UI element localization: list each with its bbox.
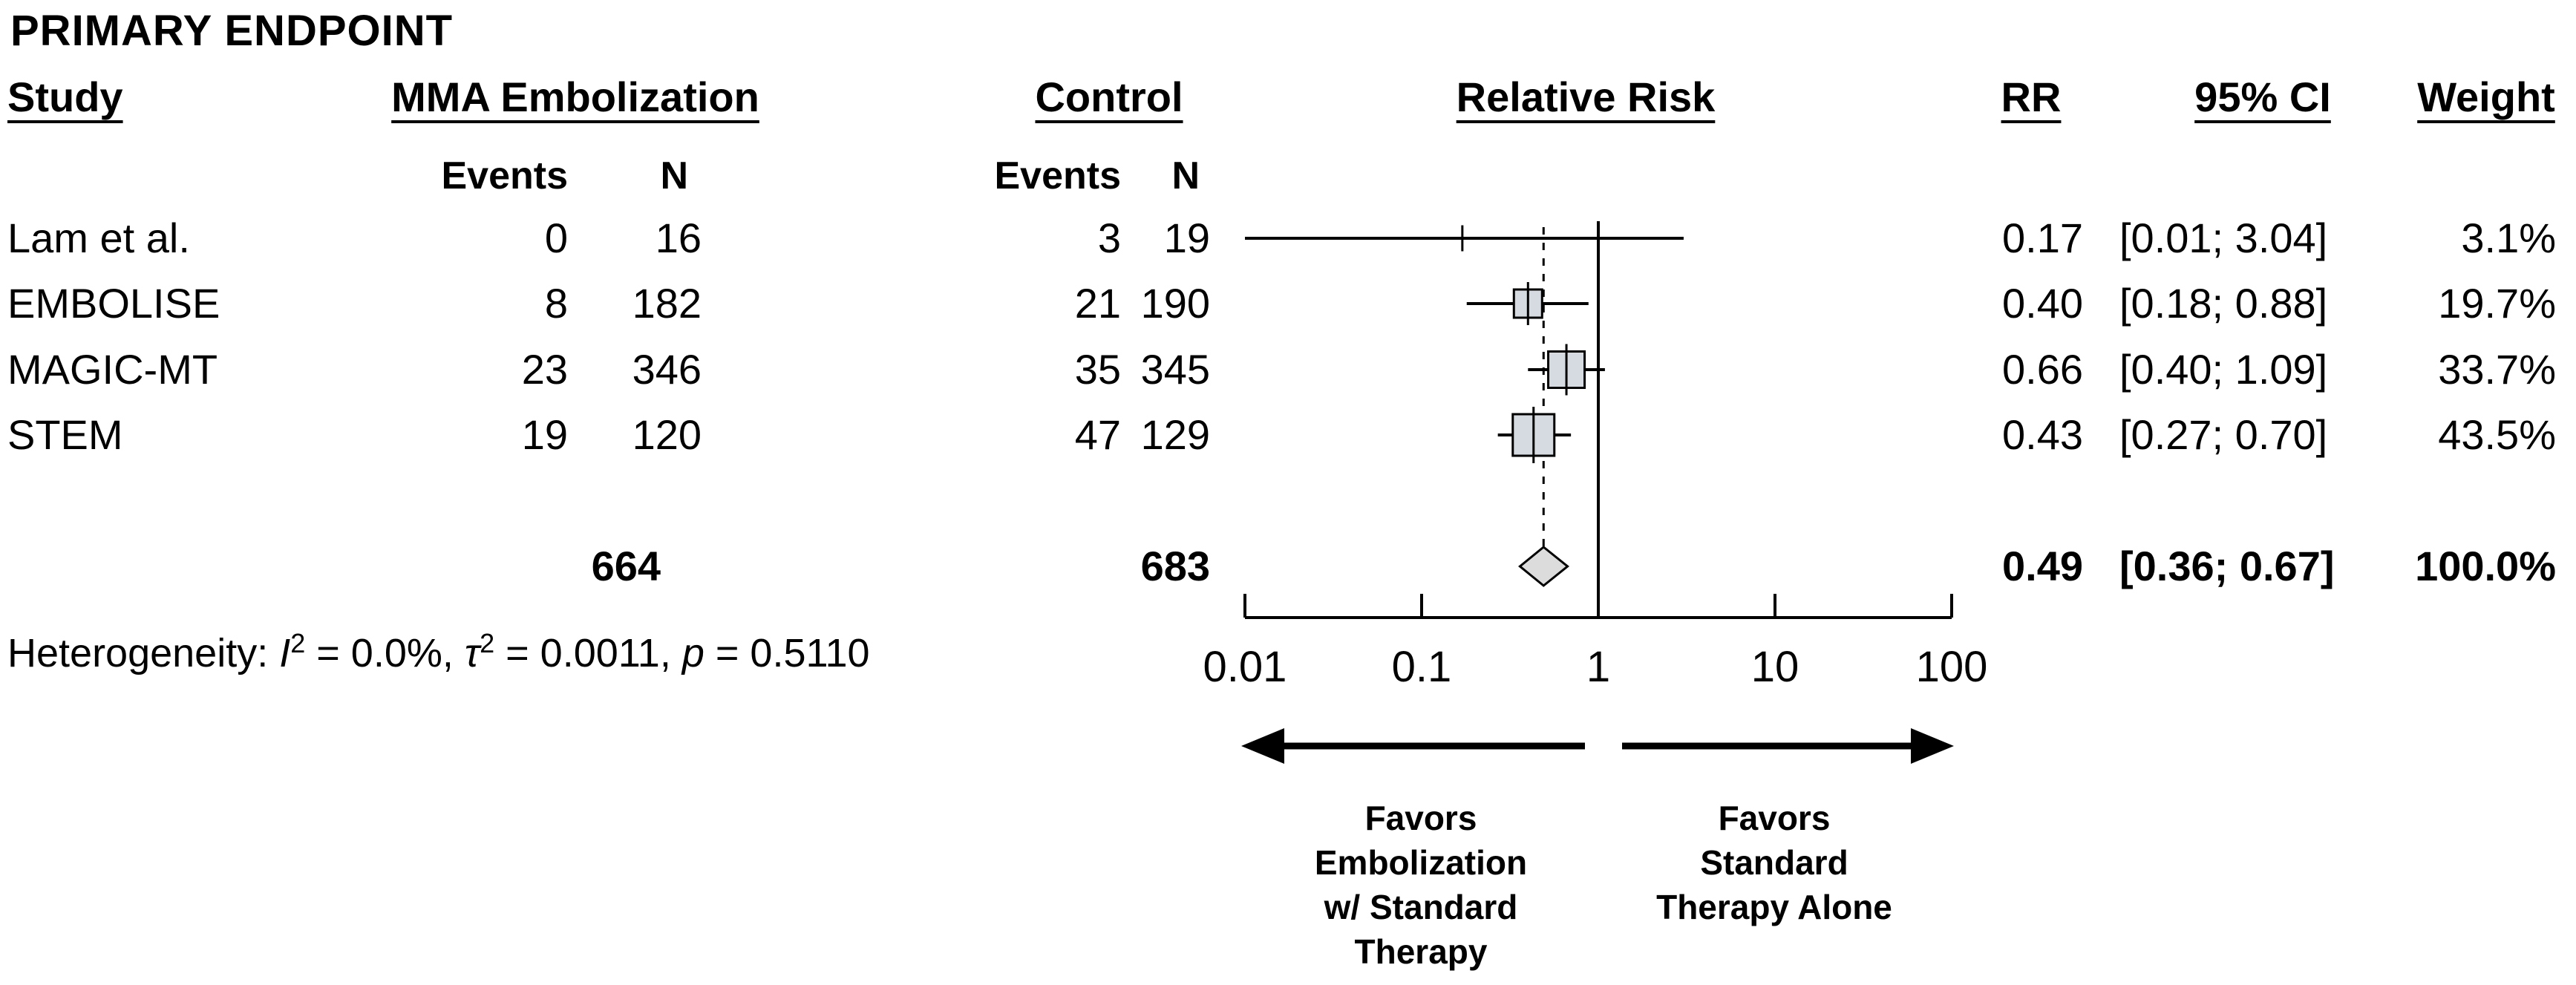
pooled-diamond xyxy=(1518,546,1569,587)
x-axis-tick-label: 10 xyxy=(1751,643,1799,691)
treatment-n: 16 xyxy=(655,215,702,261)
control-events: 3 xyxy=(1097,215,1121,261)
col-header-study: Study xyxy=(7,73,123,120)
treatment-n: 120 xyxy=(632,411,702,458)
subheader-control-n: N xyxy=(1171,154,1200,197)
control-n: 129 xyxy=(1140,411,1210,458)
treatment-events: 19 xyxy=(521,411,568,458)
x-axis-tick-label: 0.1 xyxy=(1392,643,1452,691)
treatment-events: 0 xyxy=(544,215,568,261)
weight-value: 33.7% xyxy=(2438,346,2556,393)
favors-right-label: Favors Standard Therapy Alone xyxy=(1656,799,1892,926)
favors-right-arrowhead xyxy=(1911,728,1954,764)
subheader-treatment-n: N xyxy=(660,154,688,197)
figure-title: PRIMARY ENDPOINT xyxy=(10,7,454,55)
col-header-weight: Weight xyxy=(2417,73,2555,120)
het-i-symbol: I xyxy=(279,631,291,675)
ci-value: [0.01; 3.04] xyxy=(2119,215,2328,261)
het-i-value: = 0.0%, xyxy=(305,631,465,675)
weight-value: 43.5% xyxy=(2438,411,2556,458)
total-ci: [0.36; 0.67] xyxy=(2119,543,2335,589)
heterogeneity-note: Heterogeneity: I2 = 0.0%, τ2 = 0.0011, p… xyxy=(7,628,870,676)
rr-value: 0.43 xyxy=(2002,411,2083,458)
total-weight: 100.0% xyxy=(2415,543,2556,589)
rr-value: 0.40 xyxy=(2002,280,2083,327)
treatment-events: 23 xyxy=(521,346,568,393)
het-tau-value: = 0.0011, xyxy=(494,631,682,675)
weight-value: 3.1% xyxy=(2461,215,2556,261)
weight-value: 19.7% xyxy=(2438,280,2556,327)
favors-left-arrowhead xyxy=(1241,728,1284,764)
study-name: Lam et al. xyxy=(7,215,190,261)
het-i-sup: 2 xyxy=(290,628,306,658)
rr-value: 0.17 xyxy=(2002,215,2083,261)
control-n: 190 xyxy=(1140,280,1210,327)
treatment-events: 8 xyxy=(544,280,568,327)
ci-value: [0.18; 0.88] xyxy=(2119,280,2328,327)
col-header-treatment: MMA Embolization xyxy=(391,73,759,120)
col-header-relative-risk: Relative Risk xyxy=(1456,73,1716,120)
col-header-control: Control xyxy=(1035,73,1183,120)
x-axis-tick-label: 100 xyxy=(1916,643,1988,691)
total-treatment-n: 664 xyxy=(591,543,661,589)
ci-value: [0.40; 1.09] xyxy=(2119,346,2328,393)
favors-left-label: Favors Embolization w/ Standard Therapy xyxy=(1314,799,1528,971)
control-events: 35 xyxy=(1074,346,1121,393)
het-tau-sup: 2 xyxy=(480,628,495,658)
het-label: Heterogeneity: xyxy=(7,631,280,675)
study-name: STEM xyxy=(7,411,123,458)
rr-value: 0.66 xyxy=(2002,346,2083,393)
subheader-treatment-events: Events xyxy=(441,154,568,197)
control-n: 19 xyxy=(1163,215,1210,261)
het-p-value: = 0.5110 xyxy=(704,631,870,675)
treatment-n: 182 xyxy=(632,280,702,327)
x-axis-tick-label: 1 xyxy=(1586,643,1610,691)
control-events: 47 xyxy=(1074,411,1121,458)
total-rr: 0.49 xyxy=(2002,543,2083,589)
col-header-rr: RR xyxy=(2001,73,2062,120)
control-n: 345 xyxy=(1140,346,1210,393)
study-name: EMBOLISE xyxy=(7,280,220,327)
total-control-n: 683 xyxy=(1140,543,1210,589)
study-name: MAGIC-MT xyxy=(7,346,218,393)
x-axis-tick-label: 0.01 xyxy=(1203,643,1287,691)
subheader-control-events: Events xyxy=(994,154,1121,197)
control-events: 21 xyxy=(1074,280,1121,327)
col-header-ci: 95% CI xyxy=(2194,73,2331,120)
het-tau-symbol: τ xyxy=(464,631,480,675)
treatment-n: 346 xyxy=(632,346,702,393)
ci-value: [0.27; 0.70] xyxy=(2119,411,2328,458)
het-p-symbol: p xyxy=(681,631,705,675)
